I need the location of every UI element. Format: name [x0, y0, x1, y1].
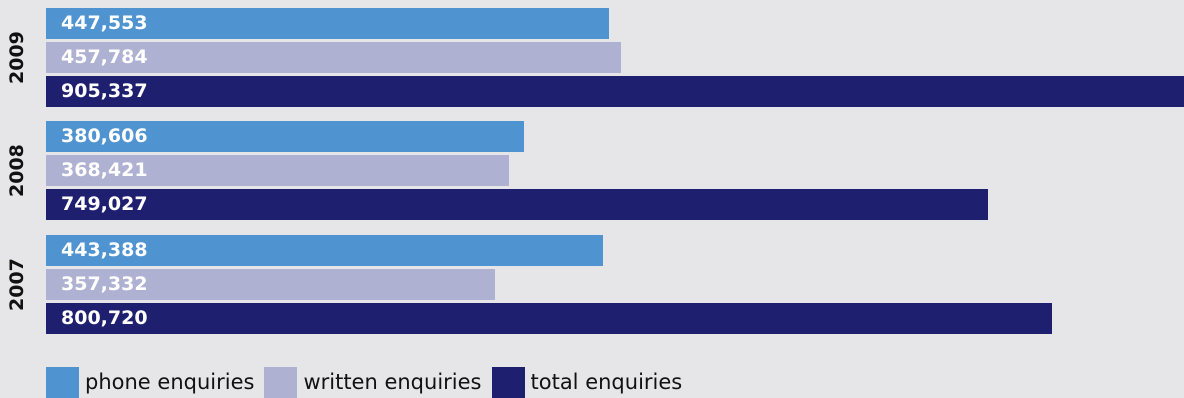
legend-swatch-written-enquiries — [264, 366, 298, 398]
category-label-2007: 2007 — [6, 258, 28, 311]
legend-swatch-phone-enquiries — [46, 366, 79, 398]
data-label-total-enquiries-2007: 800,720 — [61, 307, 148, 329]
bar-phone-enquiries-2007 — [46, 235, 604, 266]
data-label-phone-enquiries-2008: 380,606 — [61, 125, 148, 147]
bar-written-enquiries-2008 — [46, 155, 510, 186]
data-label-written-enquiries-2007: 357,332 — [61, 273, 148, 295]
chart-legend: phone enquiries written enquiries total … — [46, 366, 692, 398]
legend-label-phone-enquiries: phone enquiries — [85, 370, 255, 394]
bar-written-enquiries-2007 — [46, 269, 496, 300]
data-label-phone-enquiries-2009: 447,553 — [61, 12, 148, 34]
legend-item-written-enquiries: written enquiries — [264, 366, 482, 398]
data-label-total-enquiries-2009: 905,337 — [61, 80, 148, 102]
bar-written-enquiries-2009 — [46, 42, 622, 73]
data-label-phone-enquiries-2007: 443,388 — [61, 239, 148, 261]
data-label-total-enquiries-2008: 749,027 — [61, 193, 148, 215]
legend-item-total-enquiries: total enquiries — [491, 366, 683, 398]
bar-phone-enquiries-2008 — [46, 121, 525, 152]
legend-item-phone-enquiries: phone enquiries — [46, 366, 255, 398]
bar-total-enquiries-2009 — [46, 76, 1184, 107]
bar-total-enquiries-2008 — [46, 189, 988, 220]
data-label-written-enquiries-2009: 457,784 — [61, 46, 148, 68]
bar-total-enquiries-2007 — [46, 303, 1053, 334]
data-label-written-enquiries-2008: 368,421 — [61, 159, 148, 181]
legend-label-written-enquiries: written enquiries — [303, 370, 482, 394]
category-label-2009: 2009 — [6, 31, 28, 84]
legend-label-total-enquiries: total enquiries — [530, 370, 683, 394]
legend-swatch-total-enquiries — [491, 366, 525, 398]
bar-phone-enquiries-2009 — [46, 8, 609, 39]
category-label-2008: 2008 — [6, 144, 28, 197]
